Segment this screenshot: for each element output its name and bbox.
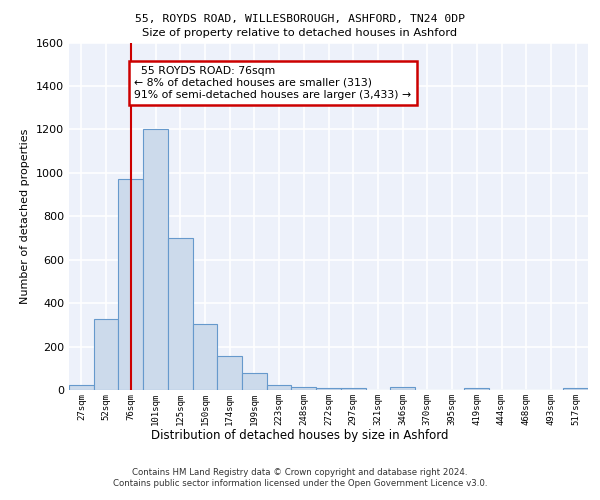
Bar	[69, 384, 94, 390]
Bar	[292, 386, 316, 390]
Bar	[242, 372, 267, 390]
Bar	[341, 388, 365, 390]
Bar	[390, 386, 415, 390]
Bar	[118, 180, 143, 390]
Y-axis label: Number of detached properties: Number of detached properties	[20, 128, 31, 304]
Text: Size of property relative to detached houses in Ashford: Size of property relative to detached ho…	[142, 28, 458, 38]
Text: 55 ROYDS ROAD: 76sqm  
← 8% of detached houses are smaller (313)
91% of semi-det: 55 ROYDS ROAD: 76sqm ← 8% of detached ho…	[134, 66, 412, 100]
Text: 55, ROYDS ROAD, WILLESBOROUGH, ASHFORD, TN24 0DP: 55, ROYDS ROAD, WILLESBOROUGH, ASHFORD, …	[135, 14, 465, 24]
Bar	[168, 238, 193, 390]
Bar	[464, 388, 489, 390]
Bar	[563, 388, 588, 390]
Bar	[217, 356, 242, 390]
Bar	[143, 130, 168, 390]
Bar	[267, 384, 292, 390]
Text: Contains HM Land Registry data © Crown copyright and database right 2024.
Contai: Contains HM Land Registry data © Crown c…	[113, 468, 487, 487]
Bar	[94, 320, 118, 390]
Text: Distribution of detached houses by size in Ashford: Distribution of detached houses by size …	[151, 428, 449, 442]
Bar	[193, 324, 217, 390]
Bar	[316, 388, 341, 390]
